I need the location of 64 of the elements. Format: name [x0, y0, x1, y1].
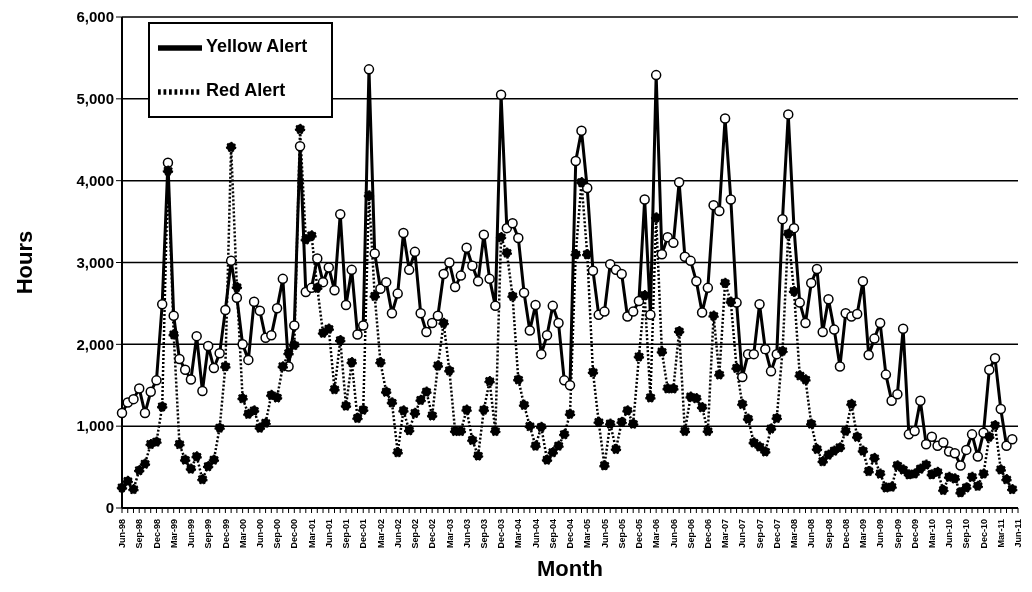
x-tick-label: Dec-06 [703, 519, 713, 549]
x-tick-label: Dec-00 [289, 519, 300, 549]
x-tick-label: Jun-10 [944, 519, 955, 549]
x-tick-label: Dec-08 [840, 519, 851, 549]
legend-label: Yellow Alert [206, 35, 308, 56]
x-tick-label: Dec-09 [909, 519, 920, 549]
x-tick-label: Dec-98 [151, 519, 162, 549]
x-tick-label: Dec-99 [220, 519, 231, 549]
x-tick-label: Dec-02 [427, 519, 438, 549]
x-tick-label: Mar-03 [444, 519, 455, 549]
x-tick-label: Dec-07 [771, 519, 782, 549]
x-tick-label: Dec-03 [496, 519, 507, 549]
legend-label: Red Alert [206, 79, 286, 100]
x-tick-label: Sep-04 [547, 519, 558, 549]
y-tick-label: 4,000 [76, 171, 114, 189]
x-tick-label: Mar-07 [720, 519, 731, 549]
y-tick-label: 0 [105, 499, 114, 517]
x-tick-label: Sep-01 [341, 519, 352, 549]
x-tick-label: Mar-11 [995, 519, 1006, 548]
x-tick-label: Mar-10 [927, 519, 937, 549]
x-tick-label: Dec-04 [565, 519, 576, 549]
x-tick-label: Dec-05 [634, 519, 645, 549]
x-tick-label: Jun-03 [461, 519, 472, 549]
x-tick-label: Jun-98 [117, 519, 128, 549]
x-tick-label: Mar-04 [513, 519, 524, 549]
x-tick-label: Mar-01 [306, 519, 317, 549]
x-tick-label: Jun-05 [599, 519, 610, 549]
x-tick-label: Mar-08 [789, 519, 800, 549]
y-tick-label: 5,000 [76, 90, 114, 108]
x-tick-label: Jun-01 [323, 519, 334, 549]
x-tick-label: Dec-01 [358, 519, 369, 549]
x-tick-label: Sep-98 [134, 519, 145, 549]
x-tick-label: Sep-02 [410, 519, 421, 549]
x-tick-label: Jun-11 [1013, 519, 1024, 548]
x-tick-label: Sep-08 [823, 519, 834, 549]
x-tick-label: Jun-08 [806, 519, 817, 549]
x-tick-label: Sep-05 [616, 519, 627, 549]
x-tick-label: Mar-99 [168, 519, 179, 549]
x-axis-title: Month [537, 556, 603, 581]
y-tick-label: 6,000 [76, 8, 114, 26]
y-axis-title: Hours [11, 230, 37, 295]
x-tick-label: Sep-00 [272, 519, 283, 549]
x-tick-label: Jun-09 [875, 519, 886, 549]
x-tick-label: Mar-05 [582, 519, 593, 549]
x-tick-label: Mar-02 [375, 519, 386, 549]
x-tick-label: Mar-00 [237, 519, 248, 549]
x-tick-label: Sep-10 [961, 519, 972, 549]
x-tick-label: Dec-10 [978, 519, 989, 549]
y-tick-label: 2,000 [76, 335, 114, 353]
x-tick-label: Sep-07 [754, 519, 765, 549]
x-tick-label: Jun-04 [530, 519, 541, 549]
y-tick-label: 3,000 [76, 253, 114, 271]
x-tick-label: Jun-02 [392, 519, 403, 549]
x-tick-label: Sep-99 [203, 519, 214, 549]
x-tick-label: Jun-99 [186, 519, 197, 549]
x-tick-label: Sep-09 [892, 519, 903, 549]
x-tick-label: Sep-06 [685, 519, 696, 549]
x-tick-label: Mar-09 [858, 519, 869, 549]
y-tick-label: 1,000 [76, 417, 114, 435]
x-tick-label: Sep-03 [479, 519, 489, 549]
x-tick-label: Mar-06 [651, 519, 662, 549]
x-tick-label: Jun-06 [668, 519, 679, 549]
x-tick-label: Jun-00 [255, 519, 265, 549]
x-tick-label: Jun-07 [737, 519, 748, 549]
